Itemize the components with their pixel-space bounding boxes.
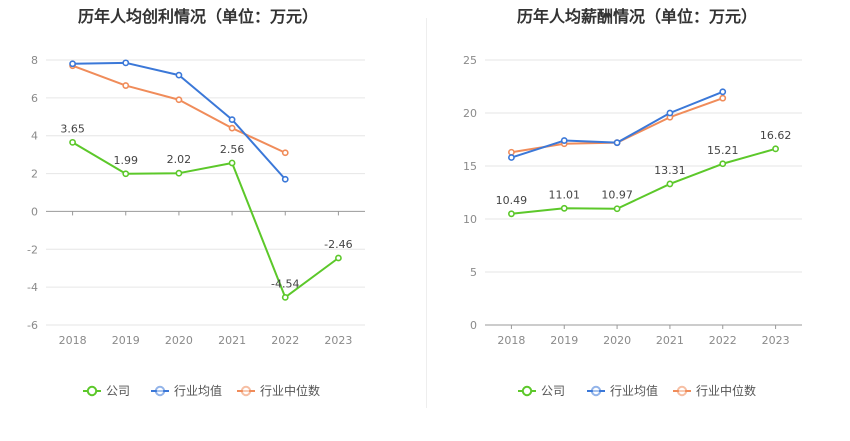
data-point [228, 116, 236, 124]
data-label: 1.99 [114, 154, 139, 167]
data-label: 13.31 [654, 164, 686, 177]
x-tick-label: 2020 [165, 334, 193, 347]
y-tick-label: -6 [27, 319, 38, 332]
panel-divider [426, 18, 427, 408]
data-point [719, 160, 727, 168]
y-tick-label: 15 [463, 160, 477, 173]
x-tick-label: 2019 [550, 334, 578, 347]
legend-item: 行业均值 [151, 383, 222, 398]
series-line-2 [72, 64, 286, 154]
y-tick-label: 2 [31, 168, 38, 181]
data-point [69, 60, 76, 68]
data-label: 10.97 [601, 189, 633, 202]
legend-item: 公司 [518, 384, 565, 398]
x-tick-label: 2023 [762, 334, 790, 347]
legend-label: 行业中位数 [260, 383, 320, 398]
salary-chart-panel: 历年人均薪酬情况（单位：万元） 0 5 10 15 20 25 2018 2019 2020 202… [425, 0, 850, 437]
series-line-0 [72, 141, 340, 299]
y-tick-label: -4 [27, 281, 38, 294]
data-point [719, 94, 727, 102]
data-point [228, 124, 236, 132]
data-point [122, 82, 130, 89]
data-point [508, 210, 515, 218]
legend-marker-icon [240, 385, 252, 397]
legend-label: 公司 [541, 384, 565, 398]
data-point [122, 59, 130, 67]
y-tick-label: 5 [470, 266, 477, 279]
legend-marker-icon [86, 385, 98, 397]
data-point [560, 204, 568, 212]
profit-chart-panel: 历年人均创利情况（单位：万元） -6 -4 -2 0 2 4 6 8 2018 2019 2020 20… [0, 0, 425, 437]
y-tick-label: 0 [31, 205, 38, 218]
legend-marker-icon [154, 385, 166, 397]
y-tick-label: 4 [31, 130, 38, 143]
data-point [335, 254, 342, 262]
data-point [281, 175, 289, 183]
profit-chart: 历年人均创利情况（单位：万元） -6 -4 -2 0 2 4 6 8 2018 2019 2020 20… [27, 7, 365, 398]
x-tick-label: 2023 [324, 334, 352, 347]
salary-chart: 历年人均薪酬情况（单位：万元） 0 5 10 15 20 25 2018 2019 2020 202… [463, 7, 802, 398]
series-line-0 [511, 147, 776, 215]
y-tick-label: 10 [463, 213, 477, 226]
x-tick-label: 2022 [709, 334, 737, 347]
legend-marker-icon [590, 385, 602, 397]
data-point [666, 180, 674, 188]
data-label: -2.46 [324, 238, 352, 251]
y-tick-label: -2 [27, 243, 38, 256]
legend-item: 行业均值 [587, 383, 658, 398]
y-tick-label: 6 [31, 92, 38, 105]
y-tick-label: 20 [463, 107, 477, 120]
data-label: 2.02 [167, 153, 192, 166]
data-point [666, 109, 674, 117]
legend-label: 行业均值 [174, 383, 222, 398]
data-label: -4.54 [271, 277, 299, 290]
data-point [613, 139, 621, 147]
x-tick-label: 2019 [112, 334, 140, 347]
data-point [613, 205, 621, 213]
y-tick-label: 25 [463, 54, 477, 67]
chart-title: 历年人均薪酬情况（单位：万元） [517, 7, 757, 26]
data-point [175, 71, 183, 79]
data-label: 2.56 [220, 143, 245, 156]
legend-item: 行业中位数 [237, 383, 320, 398]
data-label: 16.62 [760, 129, 792, 142]
legend-item: 公司 [83, 384, 130, 398]
data-point [69, 138, 76, 146]
y-tick-label: 8 [31, 54, 38, 67]
data-point [175, 169, 183, 177]
data-point [281, 293, 289, 301]
data-point [281, 149, 289, 157]
x-tick-label: 2021 [656, 334, 684, 347]
legend-marker-icon [521, 385, 533, 397]
series-line-1 [511, 90, 724, 159]
data-label: 10.49 [496, 194, 528, 207]
x-tick-label: 2022 [271, 334, 299, 347]
x-tick-label: 2018 [59, 334, 87, 347]
legend-label: 行业中位数 [696, 383, 756, 398]
chart-title: 历年人均创利情况（单位：万元） [78, 7, 318, 26]
x-tick-label: 2020 [603, 334, 631, 347]
data-point [228, 159, 236, 167]
legend-label: 公司 [106, 384, 130, 398]
data-point [122, 170, 130, 178]
legend-item: 行业中位数 [673, 383, 756, 398]
data-label: 15.21 [707, 144, 739, 157]
x-tick-label: 2021 [218, 334, 246, 347]
data-point [560, 137, 568, 144]
x-tick-label: 2018 [497, 334, 525, 347]
y-tick-label: 0 [470, 319, 477, 332]
legend-marker-icon [676, 385, 688, 397]
data-point [508, 154, 515, 161]
data-label: 11.01 [549, 188, 581, 201]
data-point [508, 148, 515, 156]
data-label: 3.65 [60, 122, 85, 135]
data-point [175, 96, 183, 104]
data-point [772, 145, 779, 153]
legend-label: 行业均值 [610, 383, 658, 398]
data-point [719, 88, 727, 96]
